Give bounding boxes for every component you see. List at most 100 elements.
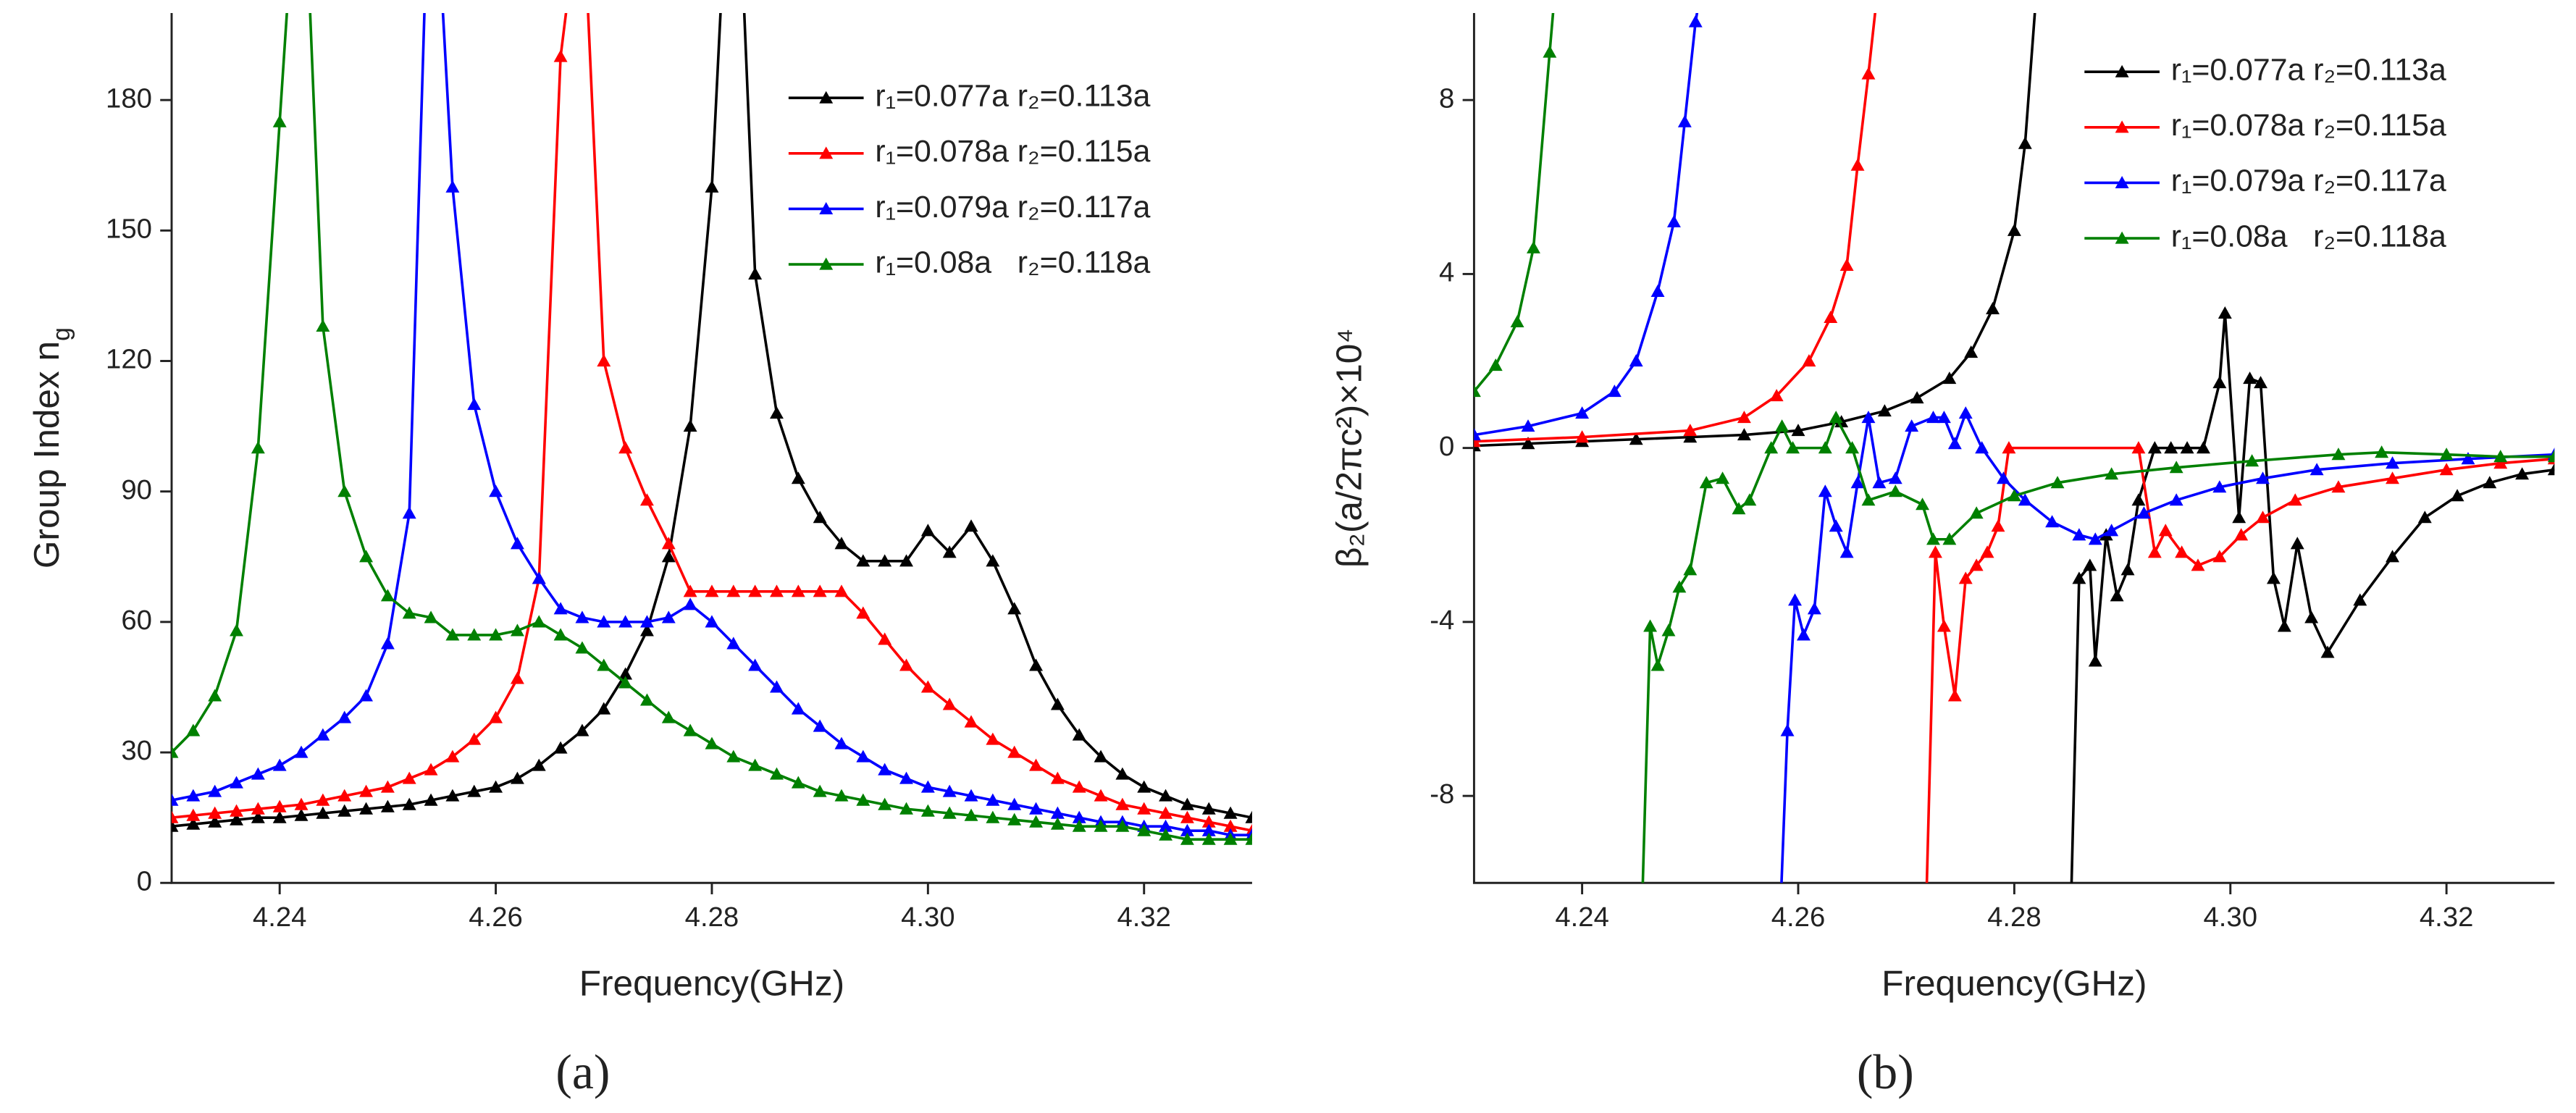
marker xyxy=(2515,467,2530,480)
marker xyxy=(2002,441,2016,454)
legend-label: r₁=0.077a r₂=0.113a xyxy=(875,79,1150,114)
marker xyxy=(597,658,611,671)
marker xyxy=(1802,354,1816,367)
y-tick-label: 150 xyxy=(106,213,152,244)
marker xyxy=(2493,450,2508,463)
marker xyxy=(1072,728,1086,741)
marker xyxy=(208,689,222,702)
marker xyxy=(316,793,330,806)
marker xyxy=(2234,528,2249,541)
marker xyxy=(1159,806,1173,819)
marker xyxy=(1094,789,1108,802)
marker xyxy=(878,797,892,810)
marker xyxy=(1732,502,1746,515)
marker xyxy=(1839,258,1854,271)
marker xyxy=(1916,497,1930,511)
marker xyxy=(1699,476,1713,489)
marker xyxy=(726,584,741,597)
marker xyxy=(920,680,935,693)
marker xyxy=(1050,806,1065,819)
marker xyxy=(2212,550,2227,563)
marker xyxy=(899,658,913,671)
marker xyxy=(337,710,352,723)
x-tick-label: 4.28 xyxy=(1987,902,2042,933)
marker xyxy=(2290,537,2304,550)
marker xyxy=(899,771,913,784)
marker xyxy=(2277,619,2291,632)
marker xyxy=(2088,654,2102,667)
marker xyxy=(2072,528,2086,541)
marker xyxy=(1543,45,1557,58)
marker xyxy=(1764,441,1779,454)
legend-label: r₁=0.077a r₂=0.113a xyxy=(2171,52,2446,87)
marker xyxy=(510,623,524,637)
marker xyxy=(2197,441,2210,454)
marker xyxy=(1223,806,1238,819)
x-tick-label: 4.24 xyxy=(253,902,307,933)
marker xyxy=(402,797,416,810)
marker xyxy=(2266,571,2281,584)
marker xyxy=(1683,430,1698,443)
x-tick-label: 4.30 xyxy=(901,902,955,933)
marker xyxy=(532,571,546,584)
marker xyxy=(1201,802,1216,815)
marker xyxy=(1629,354,1643,367)
marker xyxy=(2256,511,2270,524)
marker xyxy=(1769,389,1784,402)
marker xyxy=(726,637,741,650)
marker xyxy=(1629,432,1643,445)
marker xyxy=(1929,545,1942,558)
marker xyxy=(2353,593,2367,606)
marker xyxy=(424,763,438,776)
marker xyxy=(2083,558,2097,571)
marker xyxy=(294,808,309,821)
marker xyxy=(2417,511,2432,524)
y-tick-label: 30 xyxy=(121,735,152,766)
y-axis-label-part: g xyxy=(48,327,75,341)
marker xyxy=(2243,371,2257,385)
marker xyxy=(1072,819,1086,832)
marker xyxy=(1683,563,1698,576)
y-axis-label-part: β₂(a/2πc²)×10⁴ xyxy=(1328,328,1369,568)
marker xyxy=(986,732,1000,745)
marker xyxy=(2304,610,2319,623)
marker xyxy=(748,584,763,597)
marker xyxy=(1737,411,1751,424)
marker xyxy=(2547,463,2555,476)
marker xyxy=(1818,484,1832,497)
marker xyxy=(1050,771,1065,784)
marker xyxy=(2212,376,2227,389)
marker xyxy=(1926,532,1940,545)
marker xyxy=(2439,463,2454,476)
caption: (b) xyxy=(1857,1045,1914,1099)
marker xyxy=(2386,550,2400,563)
legend-marker xyxy=(819,146,834,159)
marker xyxy=(2232,511,2246,524)
marker xyxy=(1094,819,1108,832)
marker xyxy=(1159,789,1173,802)
marker xyxy=(791,702,805,715)
marker xyxy=(2309,463,2324,476)
y-axis-label: Group Index ng xyxy=(26,327,75,568)
marker xyxy=(2212,480,2227,493)
marker xyxy=(230,776,243,789)
marker xyxy=(1737,428,1751,441)
marker xyxy=(2164,441,2178,454)
marker xyxy=(1029,658,1043,671)
marker xyxy=(1180,823,1194,836)
legend-label: r₁=0.08a r₂=0.118a xyxy=(875,245,1150,280)
legend-label: r₁=0.079a r₂=0.117a xyxy=(2171,164,2446,198)
marker xyxy=(2007,489,2021,502)
marker xyxy=(770,584,784,597)
marker xyxy=(1159,819,1173,832)
marker xyxy=(553,741,568,754)
marker xyxy=(1818,441,1832,454)
marker xyxy=(2088,532,2102,545)
marker xyxy=(2063,920,2077,932)
marker xyxy=(380,780,395,793)
marker xyxy=(856,554,870,567)
marker xyxy=(532,615,546,628)
marker xyxy=(661,710,676,723)
marker xyxy=(1650,658,1665,671)
marker xyxy=(337,484,352,497)
